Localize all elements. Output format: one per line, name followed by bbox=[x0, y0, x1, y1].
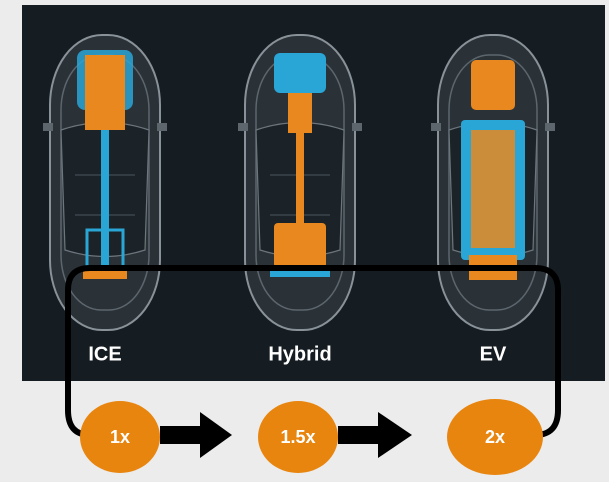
car-ice bbox=[43, 35, 167, 330]
car-label: Hybrid bbox=[268, 343, 331, 365]
multiplier-label: 2x bbox=[485, 427, 505, 447]
multiplier-label: 1x bbox=[110, 427, 130, 447]
diagram: ICE Hybrid EV 1x 1.5x 2x bbox=[0, 0, 609, 482]
multiplier-label: 1.5x bbox=[280, 427, 315, 447]
car-label: EV bbox=[480, 343, 507, 365]
car-ev bbox=[431, 35, 555, 330]
car-hybrid bbox=[238, 35, 362, 330]
page: {"cars": [ {"label": "ICE", "multiplier"… bbox=[0, 0, 609, 482]
car-label: ICE bbox=[88, 343, 121, 365]
